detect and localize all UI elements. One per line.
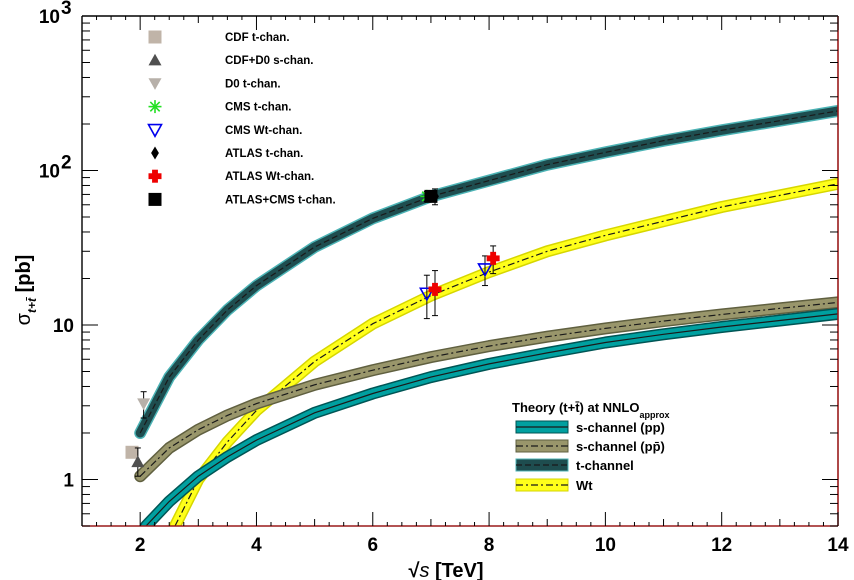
svg-text:σt+t̄ [pb]: σt+t̄ [pb] xyxy=(13,255,39,326)
marker-triangle-down-open xyxy=(418,287,435,302)
x-tick-label: 14 xyxy=(827,535,849,556)
data-point-9 xyxy=(486,245,500,275)
legend-marker-triangle-down xyxy=(148,78,162,90)
theory-band-group xyxy=(134,104,838,526)
marker-cross xyxy=(486,251,500,265)
theory-legend-label-ppbar: s-channel (pp̄) xyxy=(576,439,665,454)
band-central-s-channel-pp- xyxy=(139,301,838,477)
y-tick-label: 10 xyxy=(39,161,60,182)
legend-label: ATLAS t-chan. xyxy=(225,148,303,160)
x-tick-label: 6 xyxy=(367,535,378,556)
marker-square-filled xyxy=(424,189,438,203)
y-tick-label: 1 xyxy=(63,470,74,491)
legend-entry-1: CDF+D0 s-chan. xyxy=(148,53,314,67)
data-point-6 xyxy=(428,270,442,317)
legend-marker-diamond xyxy=(151,146,159,160)
legend-entry-3: CMS t-chan. xyxy=(148,100,291,114)
legend-entry-0: CDF t-chan. xyxy=(148,30,290,44)
marker-cross xyxy=(428,282,442,296)
theory-legend: Theory (t+t̄) at NNLOapprox s-channel (p… xyxy=(512,400,670,493)
y-tick-exponent: 3 xyxy=(61,0,72,19)
plot-frame xyxy=(81,15,839,527)
y-tick-label: 10 xyxy=(53,316,74,337)
legend-label: ATLAS+CMS t-chan. xyxy=(225,194,336,206)
marker-triangle-up xyxy=(131,455,145,468)
data-point-0 xyxy=(125,445,139,459)
theory-legend-title: Theory (t+t̄) at NNLOapprox xyxy=(512,400,670,420)
x-tick-label: 8 xyxy=(484,535,495,556)
x-axis-title: √s [TeV] xyxy=(408,560,483,580)
legend-entry-5: ATLAS t-chan. xyxy=(151,146,303,160)
band-central-wt xyxy=(174,183,838,526)
band-central-s-channel-pp- xyxy=(145,313,838,526)
data-point-1 xyxy=(131,447,145,477)
data-point-4 xyxy=(418,274,435,320)
legend-marker-square xyxy=(148,30,162,44)
y-axis-title: σt+t̄ [pb] xyxy=(13,255,39,326)
theory-legend-swatches xyxy=(515,420,569,492)
y-tick-exponent: 2 xyxy=(61,152,72,173)
data-point-2 xyxy=(137,391,151,419)
legend-entry-2: D0 t-chan. xyxy=(148,78,281,90)
legend-label: CDF t-chan. xyxy=(225,32,290,44)
theory-legend-label-wt: Wt xyxy=(576,478,593,493)
y-tick-label: 10 xyxy=(39,7,60,28)
x-tick-label: 10 xyxy=(595,535,616,556)
data-point-7 xyxy=(424,189,438,203)
legend-label: CDF+D0 s-chan. xyxy=(225,55,314,67)
x-tick-label: 2 xyxy=(135,535,146,556)
legend-label: CMS t-chan. xyxy=(225,102,291,114)
data-points xyxy=(125,188,500,477)
x-tick-label: 12 xyxy=(711,535,732,556)
theory-legend-label-t: t-channel xyxy=(576,458,634,473)
legend-entry-4: CMS Wt-chan. xyxy=(147,123,302,138)
legend-marker-square-filled xyxy=(148,192,162,206)
marker-square xyxy=(125,445,139,459)
legend-marker-triangle-up xyxy=(148,53,162,66)
marker-triangle-down xyxy=(137,398,151,411)
legend-entry-7: ATLAS+CMS t-chan. xyxy=(148,192,336,206)
x-tick-label: 4 xyxy=(251,535,262,556)
legend-label: ATLAS Wt-chan. xyxy=(225,171,314,183)
legend-marker-asterisk xyxy=(148,100,162,114)
legend-marker-triangle-down-open xyxy=(147,123,163,138)
theory-bands xyxy=(134,104,838,526)
marker-triangle-down-open xyxy=(477,263,493,278)
legend-label: D0 t-chan. xyxy=(225,78,281,90)
legend-marker-cross xyxy=(148,169,162,183)
swatch-band-2 xyxy=(515,458,569,472)
measurement-legend: CDF t-chan. CDF+D0 s-chan. D0 t-chan. CMS t… xyxy=(147,30,336,206)
legend-entry-6: ATLAS Wt-chan. xyxy=(148,169,314,183)
theory-legend-label-pp: s-channel (pp) xyxy=(576,420,665,435)
legend-label: CMS Wt-chan. xyxy=(225,125,302,137)
